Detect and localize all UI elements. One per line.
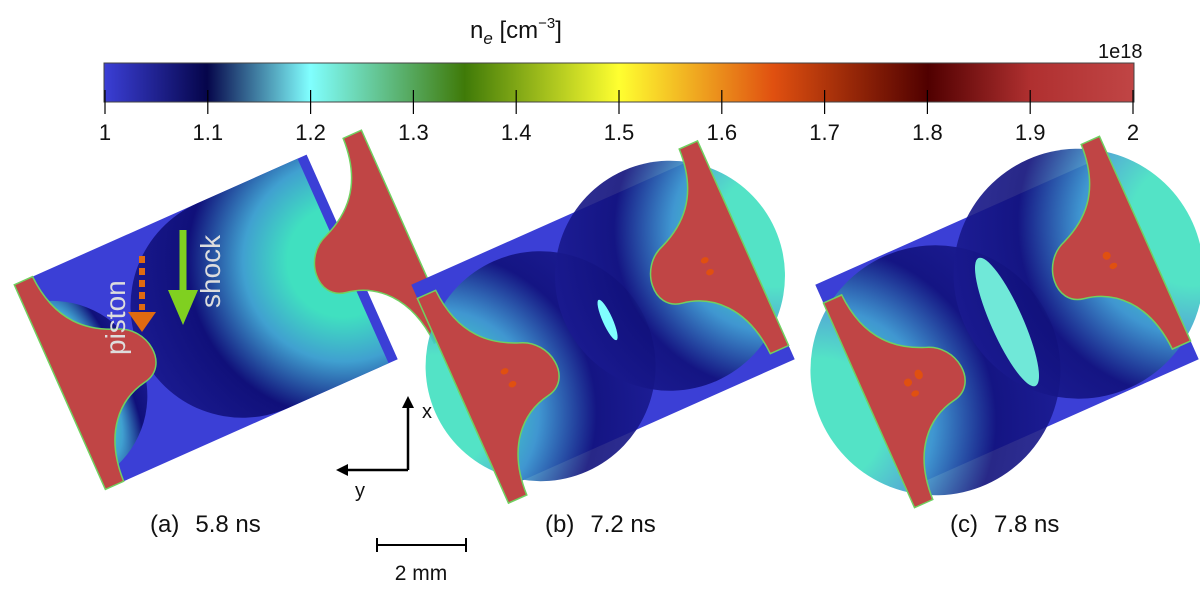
panel-c-image — [810, 135, 1200, 509]
colorbar-tick-label: 1.8 — [912, 120, 943, 145]
colorbar: ne [cm−3] 1e18 1 1.1 1.2 1.3 1.4 1.5 1.6 1.7 1.8… — [99, 15, 1143, 145]
y-axis-label: y — [355, 480, 365, 502]
colorbar-tick-label: 1.3 — [398, 120, 429, 145]
piston-label: piston — [100, 280, 131, 355]
colorbar-tick-label: 1.2 — [295, 120, 326, 145]
shock-arrow — [168, 230, 198, 325]
colorbar-tick-label: 1.7 — [809, 120, 840, 145]
scale-bar: 2 mm — [376, 538, 467, 585]
scale-bar-label: 2 mm — [395, 562, 448, 585]
colorbar-tick-label: 2 — [1127, 120, 1139, 145]
panel-a-image — [13, 129, 454, 491]
colorbar-tick-label: 1 — [99, 120, 111, 145]
panel-b-caption: (b) 7.2 ns — [545, 511, 656, 538]
piston-arrow — [128, 256, 156, 332]
panel-c-caption: (c) 7.8 ns — [950, 511, 1059, 538]
x-axis-label: x — [422, 401, 432, 423]
panel-b-image — [411, 140, 795, 504]
shock-label: shock — [195, 234, 226, 308]
axes-indicator: x y — [336, 396, 432, 502]
colorbar-tick-label: 1.5 — [604, 120, 635, 145]
colorbar-multiplier: 1e18 — [1098, 41, 1143, 63]
panel-a-caption: (a) 5.8 ns — [150, 511, 261, 538]
colorbar-title: ne [cm−3] — [470, 15, 562, 48]
colorbar-tick-label: 1.6 — [707, 120, 738, 145]
colorbar-tick-label: 1.1 — [193, 120, 224, 145]
colorbar-tick-label: 1.9 — [1015, 120, 1046, 145]
colorbar-tick-label: 1.4 — [501, 120, 532, 145]
